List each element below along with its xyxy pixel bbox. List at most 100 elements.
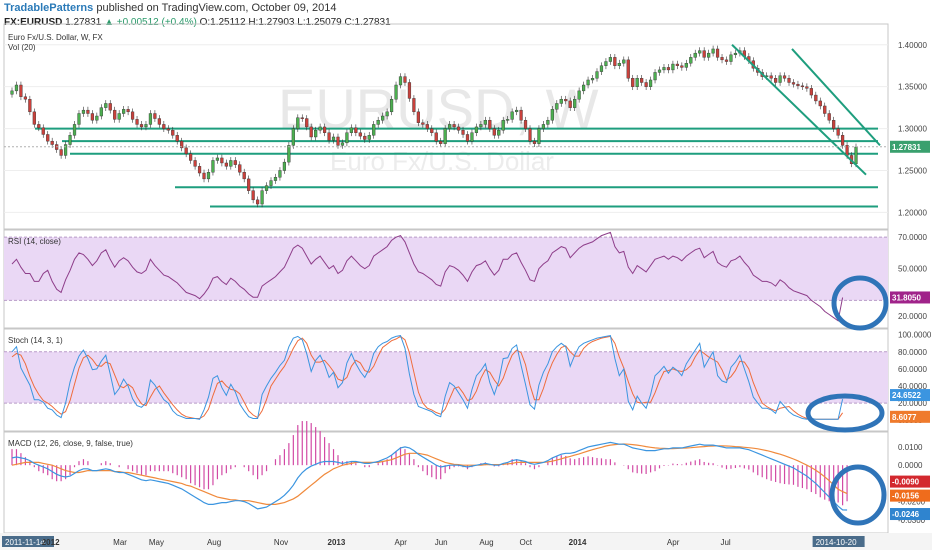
time-axis-label: Aug (479, 538, 493, 547)
candle (622, 59, 626, 64)
macd-line (11, 441, 848, 511)
candle (296, 117, 300, 129)
candle (206, 171, 211, 180)
candle (430, 128, 434, 133)
published-text: published on TradingView.com, October 09… (96, 2, 337, 14)
time-axis-label: 2011-11-14 (5, 538, 45, 547)
candle (559, 99, 563, 104)
candle (555, 103, 559, 110)
candle (640, 78, 644, 83)
candle (32, 111, 36, 125)
price-title: Euro Fx/U.S. Dollar, W, FX (8, 33, 103, 42)
macd-tick-label: -0.0300 (898, 516, 926, 525)
price-last-label: 1.27831 (892, 143, 921, 152)
candle (184, 147, 188, 154)
candle (389, 99, 394, 113)
candle (729, 54, 733, 62)
candle (774, 78, 778, 83)
rsi-tick-label: 50.0000 (898, 265, 927, 274)
candle (282, 161, 287, 171)
candle (823, 105, 827, 114)
candle (546, 120, 550, 125)
candle (220, 157, 224, 164)
price-tick-label: 1.20000 (898, 208, 927, 217)
candle (506, 119, 510, 121)
candle (470, 132, 474, 142)
candle (197, 166, 202, 174)
macd-signal-last-label-bg (890, 489, 930, 502)
macd-signal-line (11, 443, 848, 505)
candle (671, 63, 675, 71)
stoch-k-line (11, 335, 844, 420)
macd-pane-border (3, 431, 889, 534)
price-tick-label: 1.25000 (898, 167, 927, 176)
candle (532, 140, 537, 144)
candle (800, 85, 805, 88)
candle (577, 90, 581, 100)
candle (381, 115, 385, 121)
candle (202, 172, 206, 180)
trend-channel-line (791, 48, 881, 147)
stoch-d-last-label-bg (890, 410, 930, 423)
symbol-label[interactable]: FX:EURUSD (4, 17, 63, 28)
candle (488, 120, 492, 129)
candle (657, 69, 662, 73)
stoch-k-last-label: 24.6522 (892, 391, 921, 400)
stoch-tick-label: 80.0000 (898, 348, 927, 357)
macd-annotation-circle (829, 464, 887, 526)
price-last-label-bg (890, 140, 930, 153)
candle (568, 100, 572, 108)
time-axis-label: 2014-10-20 (816, 538, 857, 547)
candle (653, 72, 657, 81)
rsi-title: RSI (14, close) (8, 237, 61, 246)
candle (626, 59, 630, 79)
publish-info: TradablePatterns published on TradingVie… (4, 2, 336, 14)
macd-title: MACD (12, 26, close, 9, false, true) (8, 439, 133, 448)
candle (590, 78, 595, 81)
candle (86, 109, 90, 114)
candle (787, 78, 791, 83)
candle (541, 124, 546, 129)
candle (193, 160, 197, 167)
candle (724, 59, 729, 62)
candle (340, 142, 345, 146)
candle (336, 136, 340, 146)
candle (28, 99, 32, 113)
candle (90, 113, 94, 121)
candle (461, 130, 465, 135)
stoch-k-last-label-bg (890, 389, 930, 402)
candle (130, 111, 135, 120)
macd-tick-label: 0.0000 (898, 461, 923, 470)
candle (456, 126, 461, 131)
rsi-last-label: 31.8050 (892, 293, 921, 302)
candle (385, 111, 389, 117)
macd-signal-last-label: -0.0156 (892, 492, 920, 501)
time-axis-label: 2014 (569, 538, 587, 547)
candle (510, 111, 514, 120)
candle (14, 84, 19, 92)
candle (77, 113, 81, 125)
author-link[interactable]: TradablePatterns (4, 2, 94, 14)
candle (564, 99, 568, 102)
candle (322, 126, 327, 133)
candle (41, 127, 45, 135)
candle (229, 160, 233, 167)
candle (327, 132, 331, 141)
candle (827, 113, 831, 121)
candle (452, 124, 456, 128)
candle (715, 48, 720, 58)
candle (287, 145, 291, 163)
candle (95, 115, 99, 121)
candle (448, 124, 452, 129)
candle (707, 52, 711, 58)
rsi-tick-label: 20.0000 (898, 312, 927, 321)
trend-channel-line (731, 44, 867, 176)
candle (684, 63, 688, 68)
macd-last-label-bg (890, 508, 930, 521)
candle (720, 57, 724, 61)
time-axis-label: Oct (520, 538, 533, 547)
candle (782, 75, 787, 79)
candle (479, 124, 483, 128)
candle (412, 98, 416, 113)
